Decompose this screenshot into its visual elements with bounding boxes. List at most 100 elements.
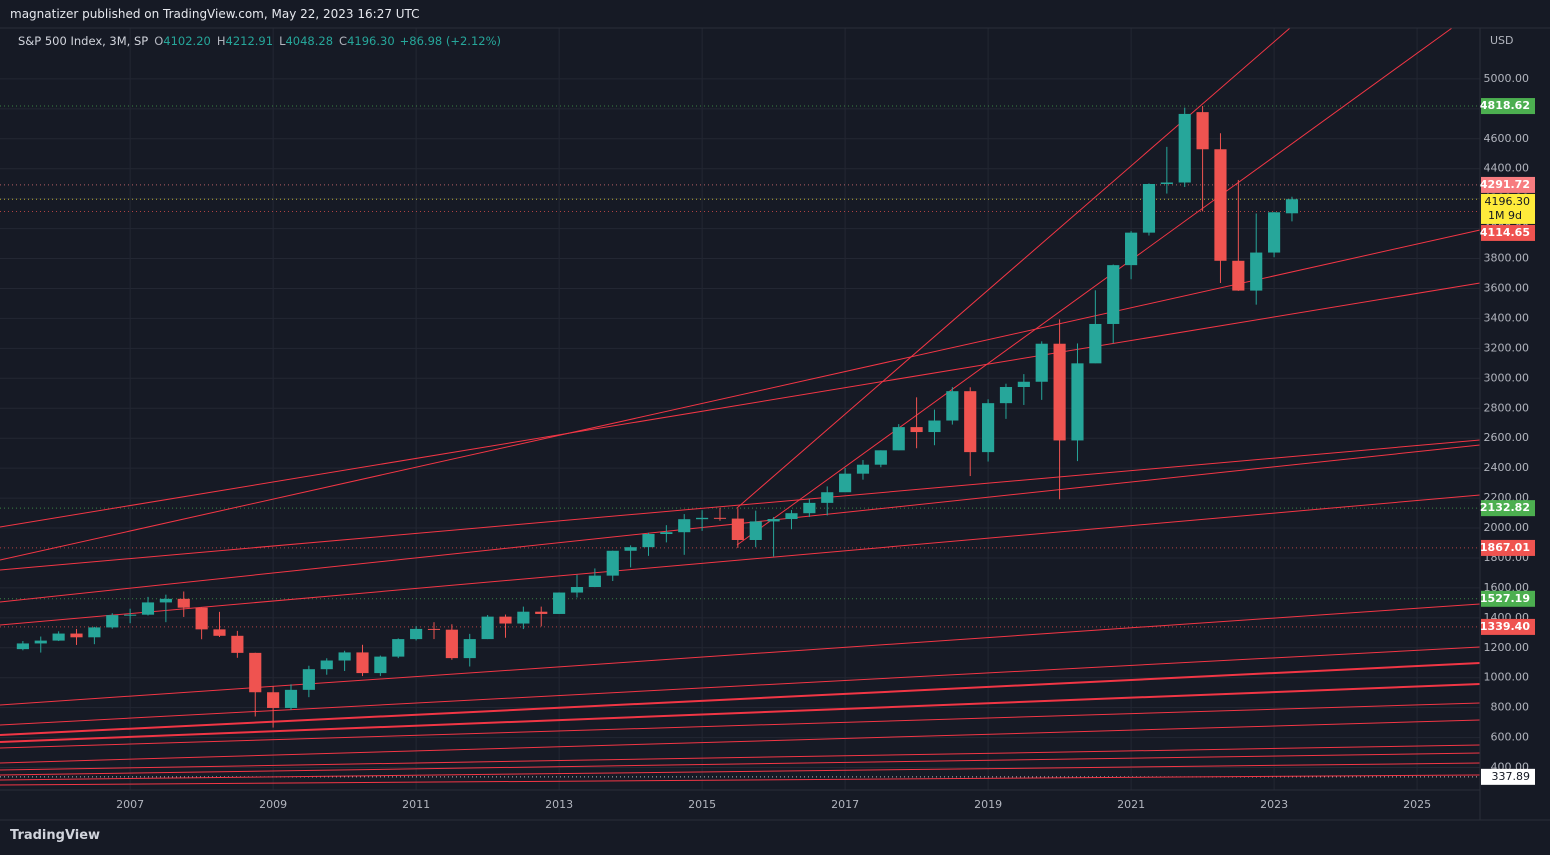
candle-body (320, 660, 333, 670)
y-tick-label: 2000.00 (1484, 521, 1530, 534)
candle-body (445, 629, 458, 659)
y-tick-label: 4400.00 (1484, 162, 1530, 175)
x-tick-label: 2017 (831, 798, 859, 811)
x-tick-label: 2009 (259, 798, 287, 811)
change: +86.98 (+2.12%) (399, 34, 501, 48)
x-tick-label: 2007 (116, 798, 144, 811)
trend-line (0, 719, 1481, 764)
price-label: 4196.30 (1485, 195, 1531, 208)
y-tick-label: 2400.00 (1484, 461, 1530, 474)
y-tick-label: 3000.00 (1484, 371, 1530, 384)
candle-body (231, 635, 244, 653)
grid (0, 28, 1480, 790)
candle-body (70, 633, 83, 638)
price-label: 2132.82 (1480, 501, 1530, 514)
price-label-box (1481, 224, 1535, 241)
trend-line (0, 752, 1481, 776)
y-tick-label: 600.00 (1491, 731, 1530, 744)
trend-line (0, 762, 1481, 781)
candle-body (106, 615, 119, 628)
price-label: 337.89 (1492, 770, 1531, 783)
candle-body (964, 391, 977, 453)
x-tick-label: 2023 (1260, 798, 1288, 811)
price-label-box (1481, 176, 1535, 193)
currency: USD (1490, 34, 1514, 47)
ohlc-value: 4048.28 (285, 34, 334, 48)
pane (0, 28, 1550, 820)
y-tick-label: 3400.00 (1484, 311, 1530, 324)
candle-body (1053, 343, 1066, 441)
ohlc-key: C (339, 34, 348, 48)
candle-body (249, 652, 262, 693)
trend-line (0, 744, 1481, 771)
price-label-box (1481, 500, 1535, 517)
candle-body (678, 519, 691, 533)
trend-line (0, 702, 1481, 749)
ohlc-key: L (279, 34, 286, 48)
candle-body (570, 586, 584, 593)
candle-body (356, 652, 369, 674)
y-tick-label: 5000.00 (1484, 72, 1530, 85)
candle-body (1250, 252, 1263, 291)
candle-body (553, 592, 566, 614)
candle-body (1196, 112, 1209, 150)
trend-line (0, 603, 1481, 706)
candle-body (839, 473, 852, 493)
candle-body (517, 611, 530, 624)
candle-body (16, 643, 29, 650)
candle-body (1178, 113, 1191, 183)
candle-body (642, 534, 655, 548)
candle-body (427, 628, 441, 630)
candle-body (1214, 149, 1227, 261)
y-tick-label: 3600.00 (1484, 281, 1530, 294)
price-label: 4291.72 (1480, 178, 1530, 191)
y-tick-label: 800.00 (1491, 701, 1530, 714)
candle-body (910, 427, 923, 433)
y-tick-label: 2800.00 (1484, 401, 1530, 414)
price-label: 1867.01 (1480, 541, 1530, 554)
candle-body (749, 521, 762, 540)
candle-body (1142, 183, 1156, 233)
x-tick-label: 2015 (688, 798, 716, 811)
ohlc-value: 4196.30 (347, 34, 395, 48)
trend-line (0, 494, 1481, 626)
trend-line (736, 27, 1453, 546)
candle-body (284, 689, 298, 708)
candle-body (1125, 232, 1138, 266)
candle-body (463, 639, 476, 659)
candle-body (535, 611, 548, 614)
candles (16, 105, 1299, 728)
candle-body (374, 656, 387, 674)
candle-body (767, 519, 780, 522)
price-label-box (1481, 193, 1535, 224)
y-tick-label: 3800.00 (1484, 252, 1530, 265)
trend-line (736, 27, 1291, 509)
candle-body (392, 639, 405, 657)
x-tick-label: 2013 (545, 798, 573, 811)
candle-body (999, 386, 1013, 404)
price-label-box (1481, 618, 1535, 635)
y-tick-label: 1000.00 (1484, 671, 1530, 684)
countdown: 1M 9d (1488, 209, 1522, 222)
candle-body (1107, 265, 1120, 324)
ohlc-key: H (216, 34, 226, 48)
price-label-box (1481, 590, 1535, 607)
brand: TradingView (10, 828, 100, 843)
brand-text: TradingView (10, 828, 101, 843)
candle-body (821, 492, 834, 503)
ohlc-value: 4212.91 (225, 34, 274, 48)
y-tick-label: 4600.00 (1484, 132, 1530, 145)
ohlc-key: O (154, 34, 164, 48)
price-label-box (1481, 98, 1535, 115)
price-scale (1480, 28, 1550, 820)
candle-body (803, 502, 816, 514)
price-label-box (1481, 768, 1535, 785)
price-label: 4818.62 (1480, 99, 1530, 112)
x-tick-label: 2021 (1117, 798, 1145, 811)
candle-body (52, 633, 65, 641)
candle-body (410, 628, 423, 640)
candle-body (1017, 381, 1030, 387)
x-tick-label: 2025 (1403, 798, 1431, 811)
